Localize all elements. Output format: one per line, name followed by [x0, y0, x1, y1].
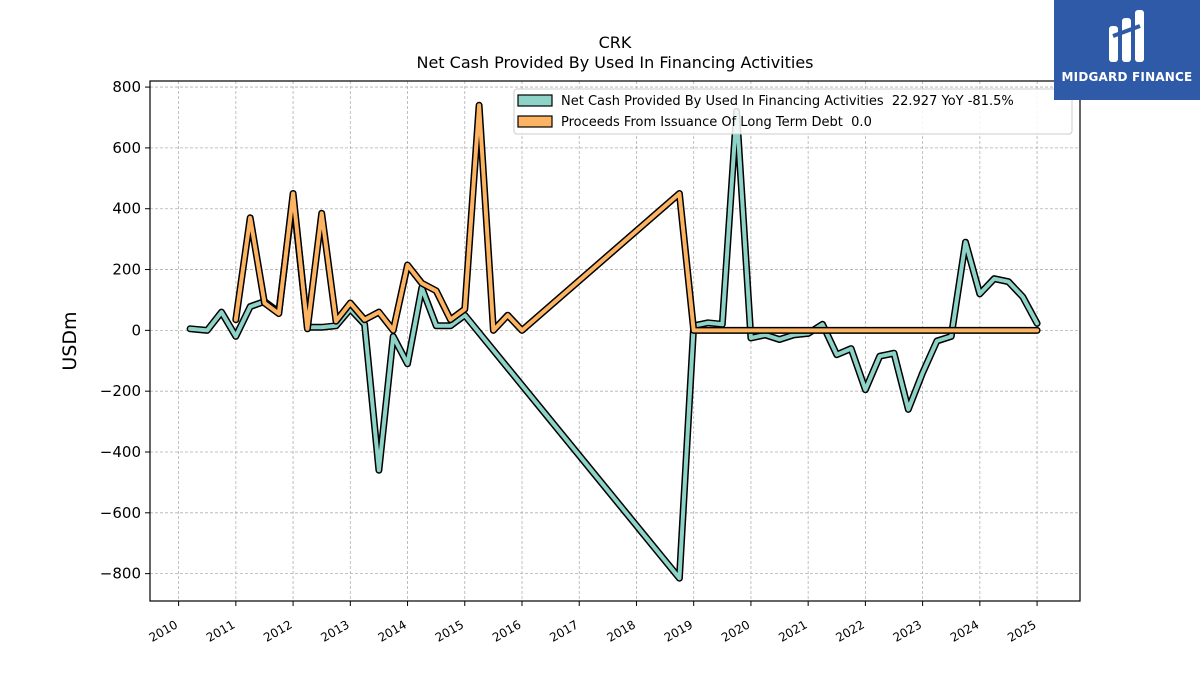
legend-frame: [513, 88, 1073, 135]
legend-label-proceeds: Proceeds From Issuance Of Long Term Debt…: [561, 115, 872, 130]
x-tick-label: 2017: [547, 617, 580, 644]
y-tick-label: 0: [131, 321, 141, 339]
x-tick-label: 2020: [719, 617, 752, 644]
legend-label-net-cash: Net Cash Provided By Used In Financing A…: [561, 94, 1014, 109]
series-layer: [186, 101, 1041, 582]
x-tick-label: 2024: [948, 617, 981, 644]
chart-title: CRK: [599, 33, 632, 52]
brand-logo: MIDGARD FINANCE: [1054, 0, 1200, 100]
legend-swatch-net-cash: [517, 94, 553, 107]
y-axis-label: USDm: [59, 311, 81, 370]
x-tick-label: 2021: [776, 617, 809, 644]
x-tick-label: 2010: [147, 617, 180, 644]
x-tick-label: 2025: [1005, 617, 1038, 644]
legend-swatch-proceeds: [517, 115, 553, 128]
x-tick-label: 2016: [490, 617, 523, 644]
y-tick-label: −600: [100, 504, 141, 522]
chart-subtitle: Net Cash Provided By Used In Financing A…: [416, 53, 813, 72]
x-tick-label: 2014: [376, 617, 409, 644]
midgard-logo-icon: [1109, 10, 1144, 62]
y-tick-label: 800: [112, 78, 141, 96]
y-tick-label: 200: [112, 261, 141, 279]
x-tick-label: 2012: [261, 617, 294, 644]
x-tick-label: 2023: [891, 617, 924, 644]
x-tick-label: 2011: [204, 617, 237, 644]
x-tick-label: 2013: [318, 617, 351, 644]
x-tick-label: 2015: [433, 617, 466, 644]
y-tick-label: −200: [100, 382, 141, 400]
series-net-cash-line: [188, 109, 1040, 581]
plot-frame: [149, 80, 1081, 602]
y-tick-label: −800: [100, 565, 141, 583]
x-tick-label: 2018: [605, 617, 638, 644]
brand-name: MIDGARD FINANCE: [1061, 70, 1193, 84]
y-tick-label: 400: [112, 200, 141, 218]
y-tick-label: −400: [100, 443, 141, 461]
series-net-cash-outline: [186, 107, 1041, 582]
x-tick-label: 2022: [833, 617, 866, 644]
x-tick-label: 2019: [662, 617, 695, 644]
legend: Net Cash Provided By Used In Financing A…: [513, 88, 1073, 135]
grid-layer: [150, 81, 1080, 601]
y-tick-label: 600: [112, 139, 141, 157]
series-proceeds-debt-line: [233, 103, 1040, 333]
